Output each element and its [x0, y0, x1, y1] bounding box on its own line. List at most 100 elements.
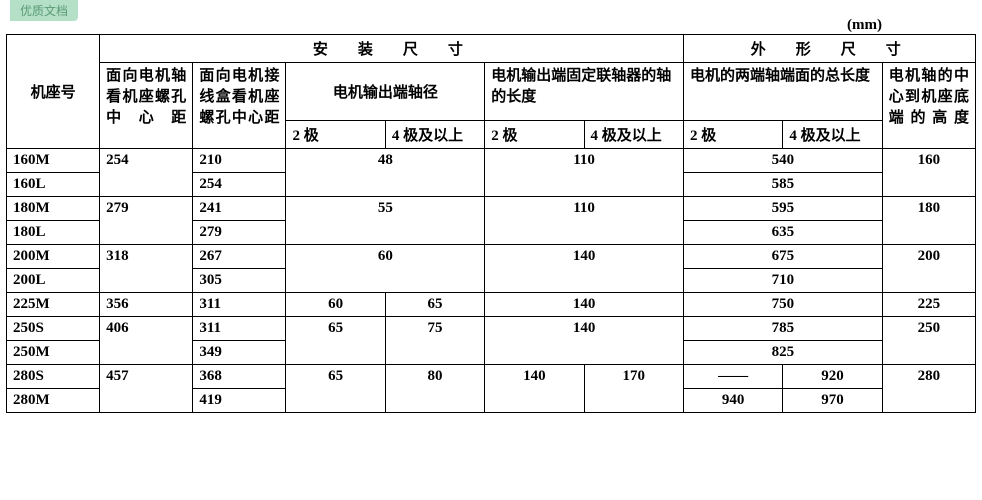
cell: 55: [286, 197, 485, 221]
cell: 595: [684, 197, 883, 221]
cell: 241: [193, 197, 286, 221]
cell: 318: [100, 245, 193, 269]
cell-name: 160L: [7, 173, 100, 197]
cell: 311: [193, 293, 286, 317]
cell: 140: [485, 293, 684, 317]
cell: 635: [684, 221, 883, 245]
cell: 200: [882, 245, 975, 269]
cell-name: 280M: [7, 389, 100, 413]
table-row: 160M 254 210 48 110 540 160: [7, 149, 976, 173]
cell: 80: [385, 365, 484, 389]
cell: [584, 389, 683, 413]
cell: 60: [286, 293, 385, 317]
cell: 160: [882, 149, 975, 173]
cell-name: 180M: [7, 197, 100, 221]
cell-name: 225M: [7, 293, 100, 317]
cell: 254: [100, 149, 193, 173]
col-E: 电机的两端轴端面的总长度: [684, 63, 883, 121]
table-row: 250S 406 311 65 75 140 785 250: [7, 317, 976, 341]
cell-name: 180L: [7, 221, 100, 245]
cell: [485, 269, 684, 293]
col-B: 面向电机接线盒看机座螺孔中心距: [193, 63, 286, 149]
cell: 785: [684, 317, 883, 341]
cell: 305: [193, 269, 286, 293]
cell: 457: [100, 365, 193, 389]
cell: [286, 269, 485, 293]
cell: [100, 221, 193, 245]
cell: ――: [684, 365, 783, 389]
cell: 356: [100, 293, 193, 317]
table-row: 机座号 安 装 尺 寸 外 形 尺 寸: [7, 35, 976, 63]
cell: 180: [882, 197, 975, 221]
cell: [882, 341, 975, 365]
cell: 225: [882, 293, 975, 317]
cell-name: 200L: [7, 269, 100, 293]
table-row: 200M 318 267 60 140 675 200: [7, 245, 976, 269]
cell: 970: [783, 389, 882, 413]
cell: 140: [485, 317, 684, 341]
cell: 920: [783, 365, 882, 389]
table-row: 280S 457 368 65 80 140 170 ―― 920 280: [7, 365, 976, 389]
cell: 60: [286, 245, 485, 269]
cell: 349: [193, 341, 286, 365]
col-D-2p: 2 极: [485, 121, 584, 149]
cell: [385, 389, 484, 413]
cell: [882, 173, 975, 197]
table-row: 250M 349 825: [7, 341, 976, 365]
col-E-2p: 2 极: [684, 121, 783, 149]
col-C: 电机输出端轴径: [286, 63, 485, 121]
cell: [485, 341, 684, 365]
cell-name: 200M: [7, 245, 100, 269]
cell: [286, 341, 385, 365]
cell: [100, 269, 193, 293]
cell: 110: [485, 197, 684, 221]
table-row: 180L 279 635: [7, 221, 976, 245]
col-E-4p: 4 极及以上: [783, 121, 882, 149]
cell-name: 250M: [7, 341, 100, 365]
table-row: 面向电机轴看机座螺孔中心距 面向电机接线盒看机座螺孔中心距 电机输出端轴径 电机…: [7, 63, 976, 121]
cell: 406: [100, 317, 193, 341]
cell: [882, 389, 975, 413]
table-row: 280M 419 940 970: [7, 389, 976, 413]
cell: [100, 389, 193, 413]
cell: 311: [193, 317, 286, 341]
cell: [882, 269, 975, 293]
cell-name: 160M: [7, 149, 100, 173]
cell: [286, 389, 385, 413]
cell: 250: [882, 317, 975, 341]
col-D-4p: 4 极及以上: [584, 121, 683, 149]
cell: 254: [193, 173, 286, 197]
table-row: 200L 305 710: [7, 269, 976, 293]
col-C-4p: 4 极及以上: [385, 121, 484, 149]
cell: [385, 341, 484, 365]
unit-label: (mm): [0, 17, 982, 34]
cell: [485, 389, 584, 413]
cell: 170: [584, 365, 683, 389]
cell: [100, 173, 193, 197]
cell: 140: [485, 365, 584, 389]
col-F: 电机轴的中心到机座底端的高度: [882, 63, 975, 149]
group-install: 安 装 尺 寸: [100, 35, 684, 63]
cell: [100, 341, 193, 365]
cell: 140: [485, 245, 684, 269]
quality-badge: 优质文档: [10, 0, 78, 21]
table-row: 180M 279 241 55 110 595 180: [7, 197, 976, 221]
cell: 940: [684, 389, 783, 413]
cell: [286, 221, 485, 245]
cell: 65: [286, 365, 385, 389]
cell: 210: [193, 149, 286, 173]
col-frame: 机座号: [7, 35, 100, 149]
table-row: 225M 356 311 60 65 140 750 225: [7, 293, 976, 317]
cell: 110: [485, 149, 684, 173]
cell: 750: [684, 293, 883, 317]
cell: 368: [193, 365, 286, 389]
cell: 419: [193, 389, 286, 413]
cell: 540: [684, 149, 883, 173]
cell: [485, 173, 684, 197]
cell: 279: [193, 221, 286, 245]
col-C-2p: 2 极: [286, 121, 385, 149]
cell: [882, 221, 975, 245]
cell: 825: [684, 341, 883, 365]
col-A: 面向电机轴看机座螺孔中心距: [100, 63, 193, 149]
cell: 48: [286, 149, 485, 173]
